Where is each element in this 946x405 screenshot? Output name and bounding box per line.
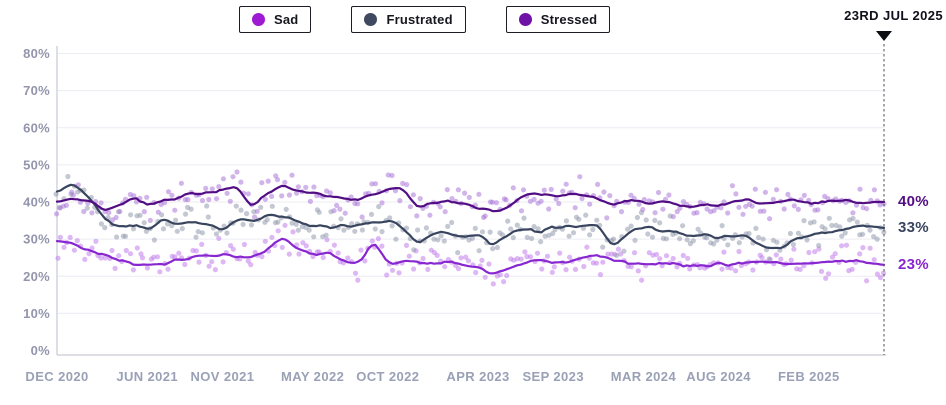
svg-text:OCT 2022: OCT 2022 <box>356 369 419 384</box>
frustrated-series-dot-icon <box>364 13 378 26</box>
svg-text:40%: 40% <box>23 195 50 210</box>
svg-text:JUN 2021: JUN 2021 <box>116 369 178 384</box>
sad-series-dot-icon <box>252 13 265 26</box>
svg-text:MAY 2022: MAY 2022 <box>281 369 344 384</box>
end-value-stressed: 40% <box>898 193 929 210</box>
stressed-series-dot-icon <box>518 13 532 26</box>
legend-label-stressed: Stressed <box>540 12 598 27</box>
series-frustrated-scatter <box>53 173 887 262</box>
svg-text:50%: 50% <box>23 157 50 172</box>
svg-text:60%: 60% <box>23 120 50 135</box>
svg-text:APR 2023: APR 2023 <box>446 369 509 384</box>
svg-text:DEC 2020: DEC 2020 <box>25 369 88 384</box>
legend-item-sad[interactable]: Sad <box>239 6 312 33</box>
end-value-frustrated: 33% <box>898 218 929 236</box>
marker-triangle-icon <box>876 31 892 41</box>
series-stressed-scatter <box>54 169 887 223</box>
legend-item-frustrated[interactable]: Frustrated <box>351 6 466 33</box>
svg-text:80%: 80% <box>23 46 50 61</box>
svg-text:MAR 2024: MAR 2024 <box>611 369 677 384</box>
x-axis-ticks: DEC 2020 JUN 2021 NOV 2021 MAY 2022 OCT 2022… <box>25 369 839 384</box>
svg-text:70%: 70% <box>23 83 50 98</box>
legend-label-frustrated: Frustrated <box>386 12 453 27</box>
y-axis-ticks: 0% 10% 20% 30% 40% 50% 60% 70% 80% <box>23 46 50 358</box>
series-frustrated-trend-line <box>55 183 886 250</box>
svg-text:20%: 20% <box>23 269 50 284</box>
chart-legend: Sad Frustrated Stressed <box>239 6 611 33</box>
svg-text:FEB 2025: FEB 2025 <box>778 369 840 384</box>
svg-text:30%: 30% <box>23 232 50 247</box>
svg-text:10%: 10% <box>23 306 50 321</box>
svg-text:0%: 0% <box>31 343 51 358</box>
legend-label-sad: Sad <box>274 12 299 27</box>
svg-text:NOV 2021: NOV 2021 <box>190 369 254 384</box>
axes <box>56 46 886 356</box>
legend-item-stressed[interactable]: Stressed <box>505 6 611 33</box>
svg-text:SEP 2023: SEP 2023 <box>522 369 584 384</box>
svg-text:AUG 2024: AUG 2024 <box>686 369 751 384</box>
series-sad-trend-line <box>55 237 886 275</box>
series-stressed-trend-line <box>55 184 886 213</box>
date-annotation: 23RD JUL 2025 <box>844 8 943 23</box>
end-value-sad: 23% <box>898 256 929 274</box>
gridlines <box>57 53 884 314</box>
series-sad-scatter <box>55 222 887 287</box>
